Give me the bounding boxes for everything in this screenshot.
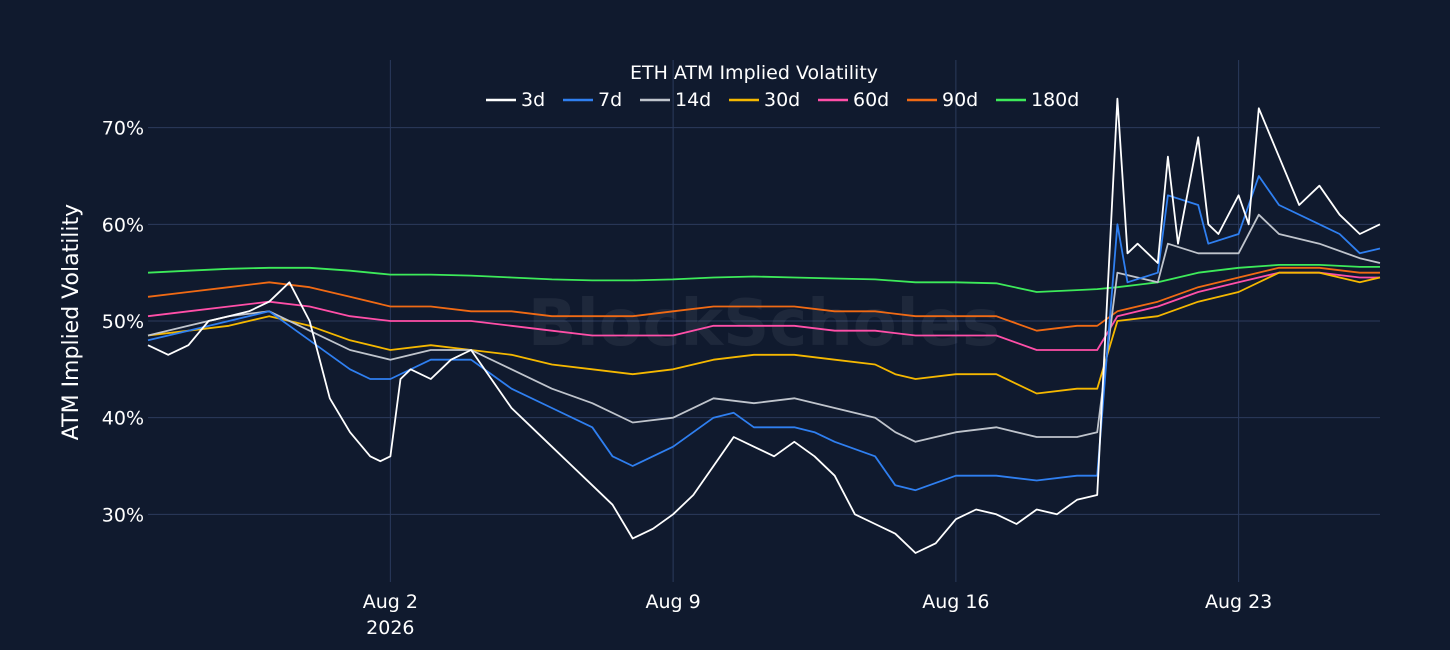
series-line-30d <box>147 271 1381 395</box>
legend-label: 3d <box>521 89 545 111</box>
y-tick-label: 40% <box>102 408 144 430</box>
series-line-180d <box>147 264 1380 293</box>
series-lines <box>147 97 1381 554</box>
y-tick-label: 70% <box>102 118 144 140</box>
series-line-90d <box>147 266 1380 332</box>
legend-label: 60d <box>853 89 889 111</box>
legend-label: 90d <box>942 89 978 111</box>
series-line-7d <box>147 175 1381 492</box>
x-tick-label: Aug 16 <box>922 591 989 613</box>
x-axis-ticks: Aug 2 2026 Aug 9 Aug 16 Aug 23 <box>363 591 1273 639</box>
legend-item-180d[interactable]: 180d <box>996 89 1079 111</box>
x-tick-year-label: 2026 <box>366 617 414 639</box>
series-line-60d <box>147 271 1380 351</box>
x-tick-label: Aug 9 <box>645 591 700 613</box>
legend-item-14d[interactable]: 14d <box>640 89 711 111</box>
y-axis-ticks: 30% 40% 50% 60% 70% <box>102 118 144 527</box>
legend-label: 7d <box>598 89 622 111</box>
chart-title: ETH ATM Implied Volatility <box>630 62 878 84</box>
y-axis-label: ATM Implied Volatility <box>59 204 84 440</box>
watermark-logo: BlockScholes <box>528 287 1000 361</box>
legend-label: 14d <box>675 89 711 111</box>
legend-item-90d[interactable]: 90d <box>907 89 978 111</box>
legend-label: 30d <box>764 89 800 111</box>
legend-label: 180d <box>1031 89 1079 111</box>
legend-item-3d[interactable]: 3d <box>486 89 545 111</box>
series-line-3d <box>147 97 1381 554</box>
y-tick-label: 30% <box>102 504 144 526</box>
series-line-14d <box>147 213 1381 443</box>
legend-item-7d[interactable]: 7d <box>563 89 622 111</box>
y-tick-label: 60% <box>102 214 144 236</box>
x-tick-label: Aug 2 <box>363 591 418 613</box>
legend-item-30d[interactable]: 30d <box>729 89 800 111</box>
x-tick-label: Aug 23 <box>1205 591 1272 613</box>
legend[interactable]: 3d 7d 14d 30d 60d 90d 180d <box>486 89 1079 111</box>
legend-item-60d[interactable]: 60d <box>818 89 889 111</box>
y-tick-label: 50% <box>102 311 144 333</box>
